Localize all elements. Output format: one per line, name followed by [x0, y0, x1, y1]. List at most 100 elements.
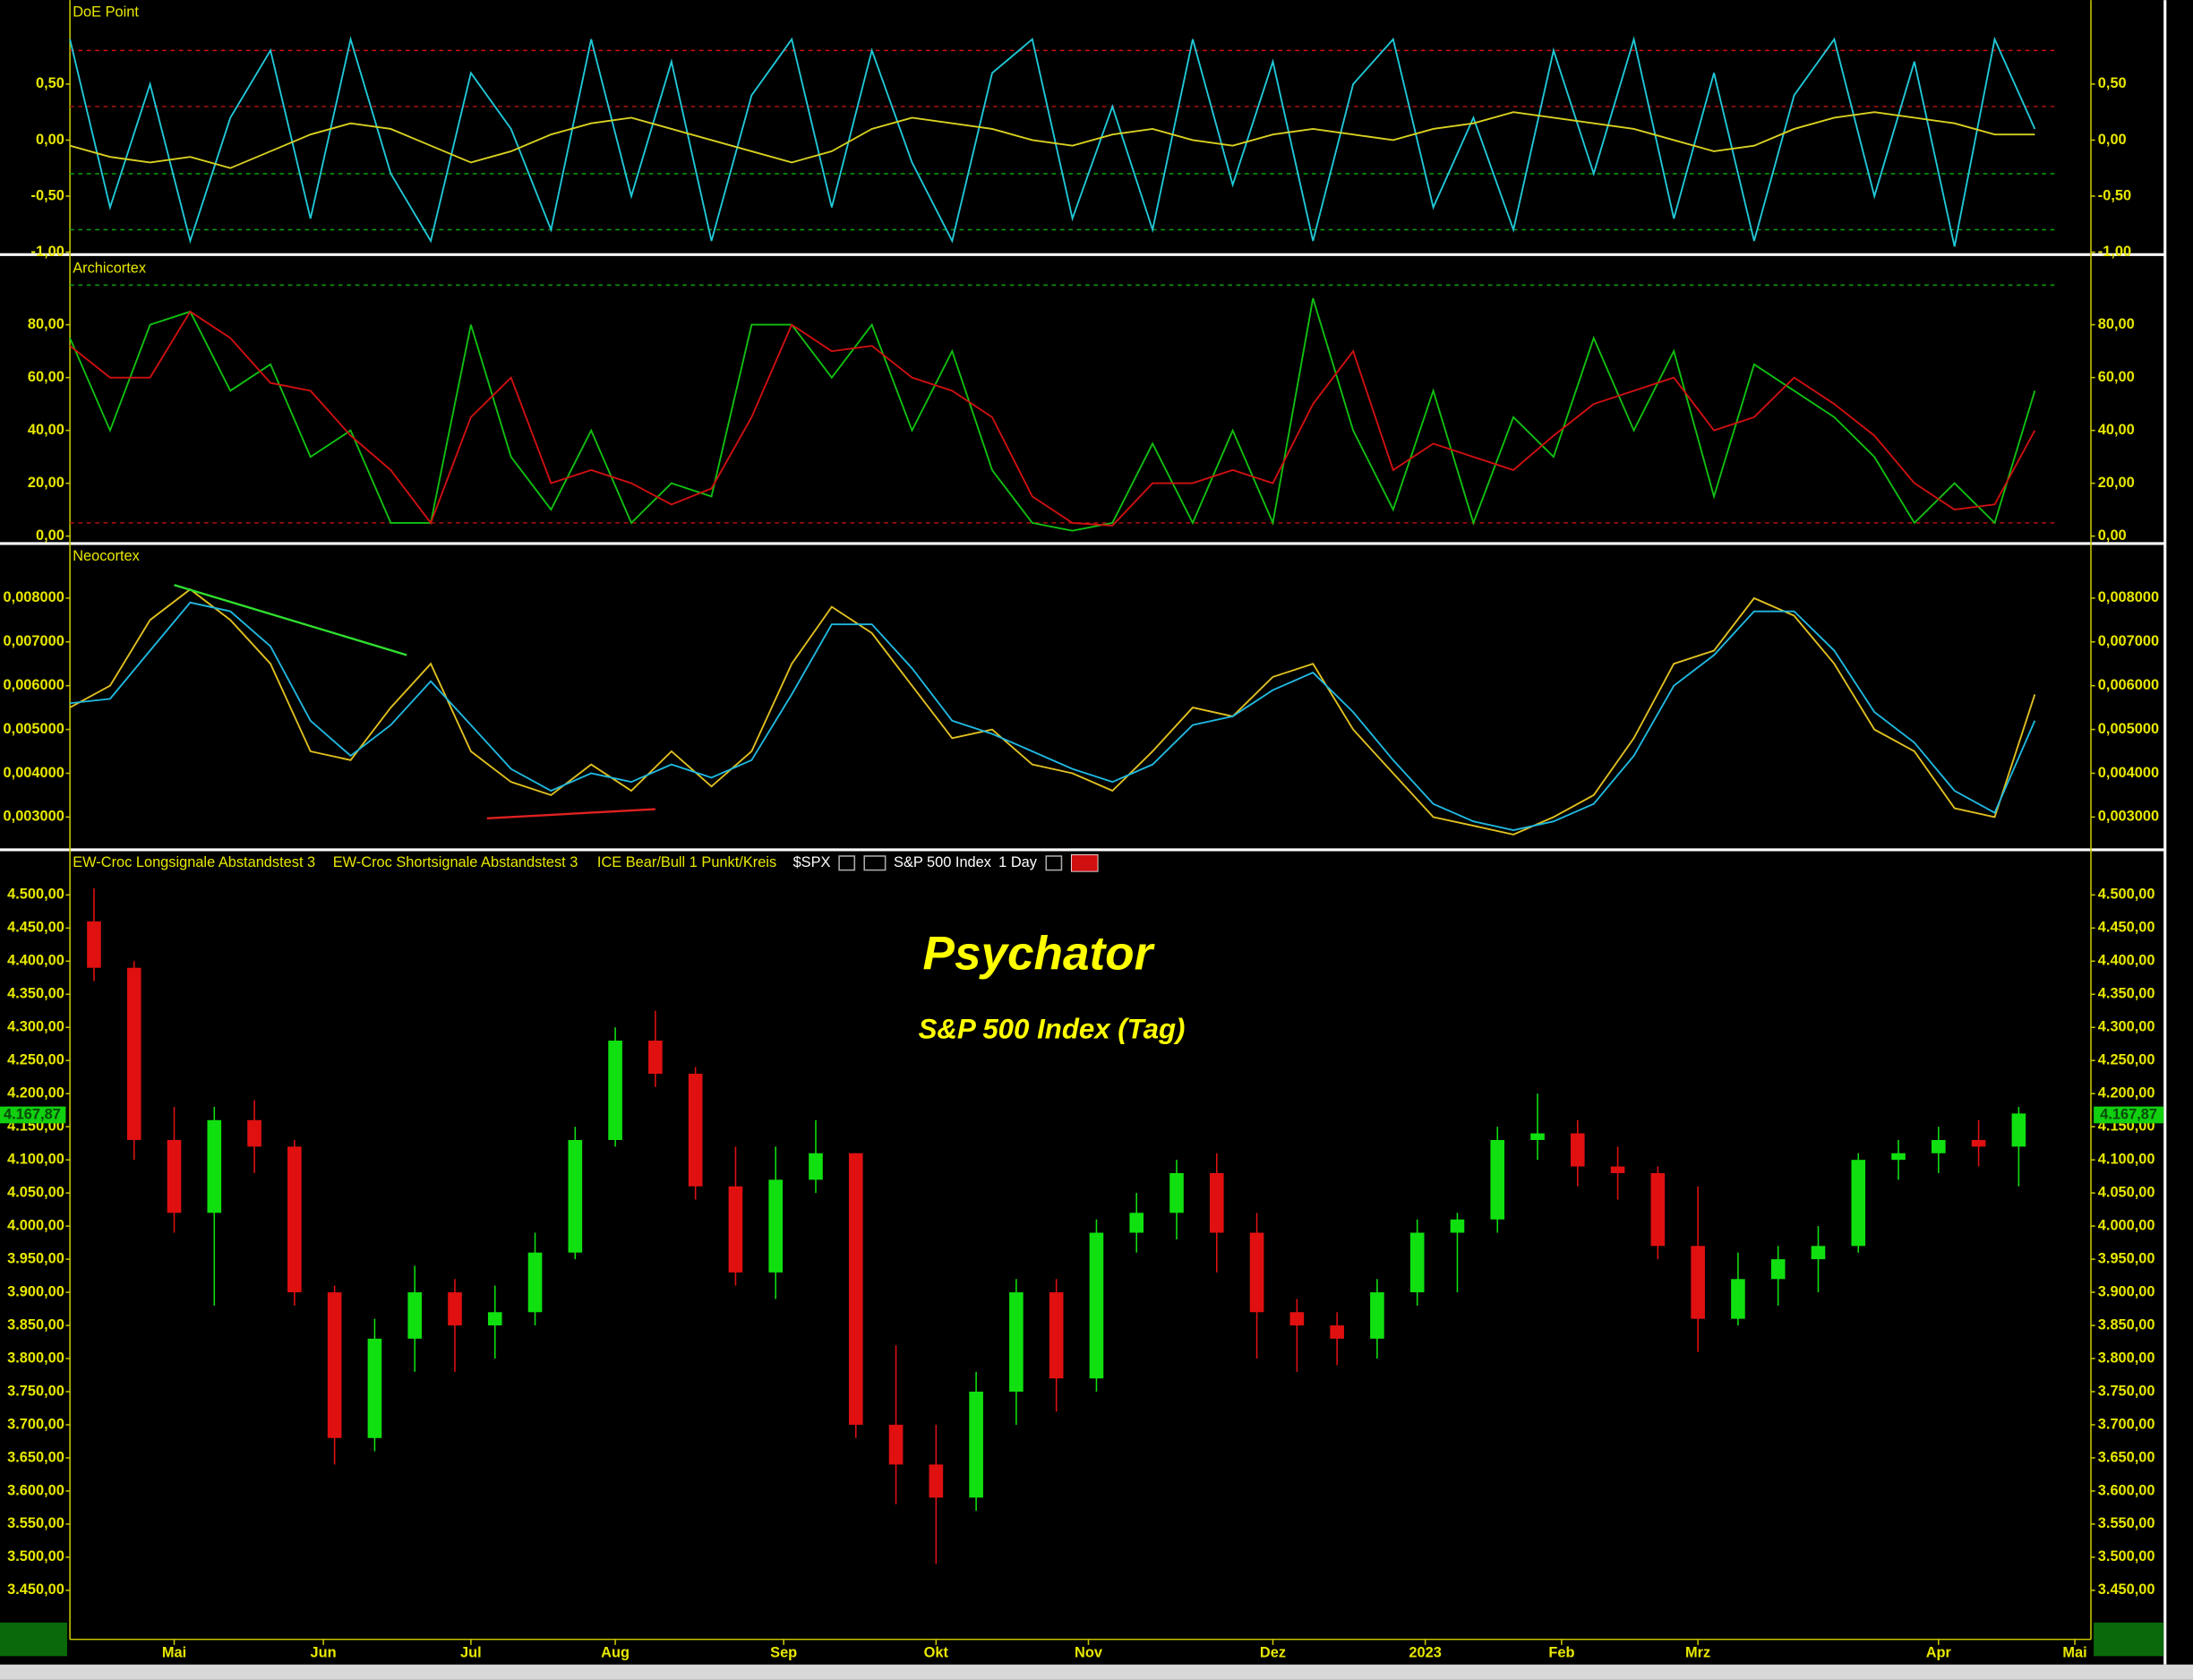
candle-body [367, 1338, 382, 1438]
y-tick-label: 4.050,00 [2098, 1184, 2155, 1200]
y-tick-label: 0,007000 [2098, 633, 2159, 649]
y-tick-label: 4.300,00 [2098, 1019, 2155, 1035]
candle-body [608, 1041, 622, 1140]
candle-body [568, 1139, 583, 1253]
panel-title: Neocortex [73, 548, 140, 564]
x-tick-label: Dez [1260, 1645, 1286, 1661]
symbol: $SPX [793, 854, 831, 870]
candle-body [728, 1186, 743, 1273]
candle-body [929, 1464, 944, 1498]
candle-body [207, 1119, 222, 1213]
candle-body [1209, 1172, 1224, 1233]
y-tick-label: 3.800,00 [7, 1350, 64, 1366]
panel-title: DoE Point [73, 4, 139, 20]
alert-button[interactable] [1070, 854, 1099, 872]
y-tick-label: 4.250,00 [7, 1052, 64, 1068]
candle-body [1049, 1292, 1064, 1379]
candle-body [1610, 1166, 1625, 1173]
y-tick-label: 4.450,00 [2098, 920, 2155, 936]
y-tick-label: 20,00 [28, 475, 64, 491]
y-tick-label: 3.950,00 [2098, 1250, 2155, 1266]
x-tick-label: Mai [2062, 1645, 2086, 1661]
y-tick-label: 4.500,00 [2098, 887, 2155, 903]
series-line [69, 310, 2036, 527]
candle-body [1490, 1139, 1505, 1220]
candle-body [1409, 1232, 1425, 1293]
candle-body [809, 1153, 823, 1180]
legend-entry: EW-Croc Longsignale Abstandstest 3 [73, 854, 315, 870]
panel-title: Archicortex [73, 260, 147, 276]
y-tick-label: -0,50 [31, 187, 64, 203]
y-tick-label: 60,00 [28, 369, 64, 385]
interval: 1 Day [998, 854, 1038, 870]
series-line [69, 587, 2036, 836]
panel-borders [0, 0, 2167, 1665]
y-tick-label: 0,007000 [4, 633, 64, 649]
scrollbar[interactable] [0, 1664, 2193, 1680]
candle-body [1530, 1133, 1545, 1140]
y-tick-label: 60,00 [2098, 369, 2135, 385]
y-tick-label: 20,00 [2098, 475, 2135, 491]
legend-entry: ICE Bear/Bull 1 Punkt/Kreis [597, 854, 776, 870]
candle-body [1450, 1219, 1465, 1233]
series-line [69, 111, 2035, 169]
candle-body [448, 1292, 462, 1326]
y-tick-label: 80,00 [28, 316, 64, 332]
y-tick-label: 4.450,00 [7, 920, 64, 936]
x-tick-label: Jul [460, 1645, 482, 1661]
y-tick-label: 4.400,00 [2098, 953, 2155, 969]
y-tick-label: 3.450,00 [2098, 1581, 2155, 1598]
x-tick-label: Aug [601, 1645, 630, 1661]
y-tick-label: 4.200,00 [7, 1085, 64, 1101]
candle-body [648, 1041, 663, 1075]
y-tick-label: 3.600,00 [7, 1482, 64, 1498]
x-tick-label: Feb [1548, 1645, 1574, 1661]
candle-body [1249, 1232, 1264, 1313]
candle-body [126, 967, 141, 1140]
interval-dropdown[interactable] [1045, 855, 1063, 871]
symbol-dropdown[interactable] [838, 855, 856, 871]
candle-body [688, 1074, 703, 1187]
y-tick-label: 3.650,00 [7, 1449, 64, 1465]
y-tick-label: 0,50 [2098, 75, 2127, 91]
candle-body [1009, 1292, 1024, 1393]
y-tick-label: 0,00 [36, 132, 64, 148]
last-price-tag [0, 1106, 66, 1124]
y-tick-label: 3.700,00 [2098, 1416, 2155, 1432]
x-tick-label: Jun [311, 1645, 337, 1661]
candle-body [1691, 1246, 1705, 1319]
y-tick-label: 3.850,00 [2098, 1316, 2155, 1333]
y-tick-label: 3.600,00 [2098, 1482, 2155, 1498]
x-tick-label: Mrz [1685, 1645, 1710, 1661]
y-tick-label: 3.700,00 [7, 1416, 64, 1432]
trendline [174, 584, 407, 656]
y-tick-label: 3.550,00 [2098, 1515, 2155, 1531]
candle-body [1129, 1213, 1144, 1233]
y-tick-label: 40,00 [28, 422, 64, 438]
trendline [486, 808, 655, 820]
instrument: S&P 500 Index [894, 854, 992, 870]
candle-body [1650, 1172, 1666, 1247]
candle-body [1971, 1139, 1986, 1147]
chart-type-dropdown[interactable] [863, 855, 887, 871]
y-tick-label: 3.500,00 [7, 1548, 64, 1564]
candle-body [1851, 1160, 1866, 1247]
candle-body [1731, 1279, 1745, 1319]
candle-body [1811, 1246, 1826, 1260]
chart-title: Psychator [923, 927, 1156, 980]
candle-body [848, 1153, 863, 1425]
x-tick-label: Sep [770, 1645, 797, 1661]
candle-body [1169, 1172, 1184, 1213]
y-tick-label: -1,00 [2098, 244, 2131, 260]
candle-body [969, 1392, 983, 1498]
candle-body [247, 1119, 261, 1147]
y-tick-label: 4.200,00 [2098, 1085, 2155, 1101]
mini-overview [0, 1622, 67, 1657]
last-price-label: 4.167,87 [2100, 1106, 2157, 1122]
y-tick-label: 4.350,00 [7, 986, 64, 1002]
series-line [69, 601, 2036, 832]
legend-entry: EW-Croc Shortsignale Abstandstest 3 [333, 854, 578, 870]
axis-lines [69, 0, 2092, 1641]
